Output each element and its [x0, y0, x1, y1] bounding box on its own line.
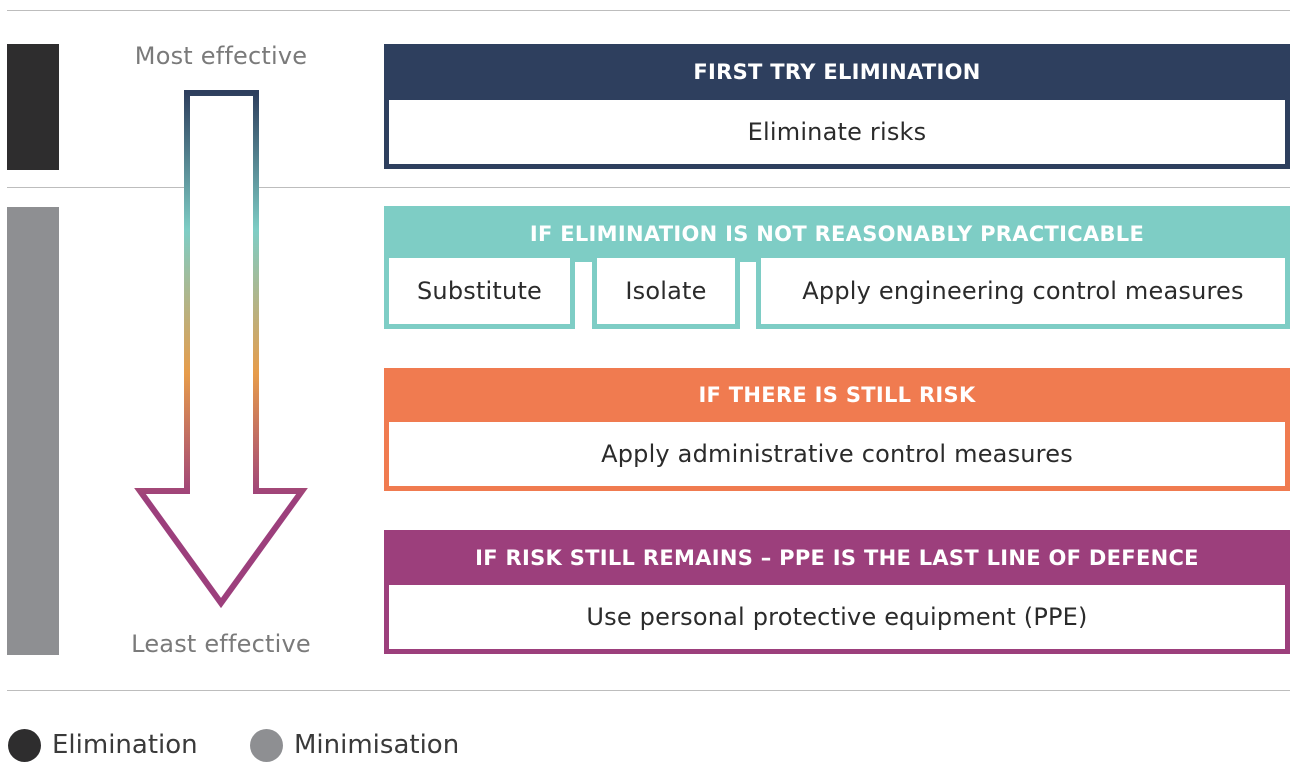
- divider-top: [7, 10, 1290, 11]
- panel-elimination-heading: FIRST TRY ELIMINATION: [384, 44, 1290, 100]
- panel-substitution: IF ELIMINATION IS NOT REASONABLY PRACTIC…: [384, 206, 1290, 329]
- most-effective-label: Most effective: [134, 42, 308, 70]
- minimisation-bar: [7, 207, 59, 655]
- panel-administrative: IF THERE IS STILL RISK Apply administrat…: [384, 368, 1290, 491]
- eliminate-risks-box: Eliminate risks: [384, 100, 1290, 169]
- panel-elimination: FIRST TRY ELIMINATION Eliminate risks: [384, 44, 1290, 169]
- panel-ppe-heading: IF RISK STILL REMAINS – PPE IS THE LAST …: [384, 530, 1290, 585]
- legend-minimisation-swatch: [250, 729, 283, 762]
- isolate-box: Isolate: [592, 258, 740, 329]
- divider-bottom: [7, 690, 1290, 691]
- elimination-bar: [7, 44, 59, 170]
- panel-administrative-heading: IF THERE IS STILL RISK: [384, 368, 1290, 422]
- divider-middle: [7, 187, 1290, 188]
- legend-elimination-swatch: [8, 729, 41, 762]
- administrative-controls-box: Apply administrative control measures: [384, 422, 1290, 491]
- engineering-controls-box: Apply engineering control measures: [756, 258, 1290, 329]
- least-effective-label: Least effective: [131, 630, 311, 658]
- legend-minimisation-label: Minimisation: [294, 730, 460, 760]
- substitute-box: Substitute: [384, 258, 575, 329]
- panel-substitution-heading: IF ELIMINATION IS NOT REASONABLY PRACTIC…: [384, 206, 1290, 262]
- panel-ppe: IF RISK STILL REMAINS – PPE IS THE LAST …: [384, 530, 1290, 654]
- effectiveness-arrow: [134, 90, 308, 609]
- ppe-box: Use personal protective equipment (PPE): [384, 585, 1290, 654]
- legend-elimination-label: Elimination: [52, 730, 198, 760]
